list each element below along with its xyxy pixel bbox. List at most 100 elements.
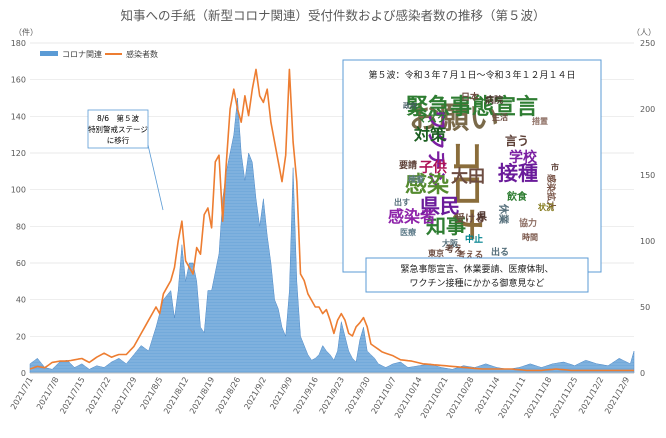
word-cloud-term: 受ける bbox=[455, 212, 485, 225]
x-tick-label: 2021/9/2 bbox=[242, 376, 268, 412]
left-tick-label: 160 bbox=[11, 76, 26, 85]
word-cloud-term: 生活 bbox=[492, 112, 508, 122]
legend: コロナ関連 感染者数 bbox=[40, 49, 158, 59]
word-cloud-term: 措置 bbox=[532, 116, 548, 126]
word-cloud-term: 接種 bbox=[498, 161, 538, 185]
right-tick-label: 0 bbox=[640, 369, 645, 378]
annotation-box: 8/6 第５波 特別警戒ステージ に移行 bbox=[87, 109, 164, 211]
x-tick-label: 2021/10/28 bbox=[445, 376, 476, 420]
word-cloud-term: 中止 bbox=[465, 233, 483, 245]
left-axis-unit: （件） bbox=[14, 27, 38, 37]
word-cloud-term: 感染者 bbox=[388, 207, 436, 226]
series-line bbox=[29, 68, 634, 372]
word-cloud-term: 緊急事態宣言 bbox=[406, 94, 538, 120]
inset-panel: 第５波：令和３年７月１日～令和３年１２月１４日 コロナお願い緊急事態宣言ワクチン… bbox=[342, 59, 602, 293]
x-tick-label: 2021/11/4 bbox=[473, 376, 501, 416]
left-tick-label: 120 bbox=[11, 149, 26, 158]
word-cloud-term: 協力 bbox=[519, 217, 537, 229]
word-cloud-term: ワクチン bbox=[425, 110, 449, 190]
word-cloud-term: 大田 bbox=[451, 166, 485, 187]
consult-count-area bbox=[29, 97, 635, 374]
left-tick-label: 20 bbox=[16, 332, 26, 341]
inset-frame bbox=[342, 59, 602, 273]
legend-swatch-consult bbox=[40, 51, 58, 56]
word-cloud-term: 子供 bbox=[419, 159, 447, 176]
legend-label-infected: 感染者数 bbox=[126, 49, 158, 59]
word-cloud-term: 飲食 bbox=[506, 190, 528, 203]
callout-line-2: ワクチン接種にかかる御意見など bbox=[409, 277, 544, 289]
word-cloud-term: 検査 bbox=[408, 174, 425, 184]
annotation-line-2: 特別警戒ステージ bbox=[88, 124, 148, 134]
x-tick-label: 2021/7/8 bbox=[35, 376, 61, 412]
word-cloud-term: 考え bbox=[445, 243, 463, 255]
word-cloud-term: 政府 bbox=[403, 101, 417, 110]
annotation-line-3: に移行 bbox=[107, 135, 130, 145]
annotation-frame bbox=[87, 109, 149, 149]
word-cloud-term: コロナ bbox=[446, 139, 486, 241]
wave-period-label: 第５波：令和３年７月１日～令和３年１２月１４日 bbox=[368, 69, 575, 81]
word-cloud-term: 県民 bbox=[420, 194, 460, 218]
x-tick-label: 2021/8/12 bbox=[162, 376, 190, 416]
left-tick-label: 40 bbox=[16, 296, 26, 305]
left-tick-label: 100 bbox=[11, 186, 26, 195]
x-tick-label: 2021/9/23 bbox=[318, 376, 346, 416]
word-cloud-term: 大阪 bbox=[442, 238, 459, 248]
word-cloud-term: 医療 bbox=[400, 227, 417, 237]
x-tick-label: 2021/9/16 bbox=[292, 376, 320, 416]
right-y-ticks: 0 50 100 150 200 250 bbox=[640, 39, 655, 378]
word-cloud-term: 対策 bbox=[413, 125, 447, 144]
left-tick-label: 140 bbox=[11, 112, 26, 121]
word-cloud-term: お願い bbox=[409, 101, 499, 136]
annotation-line-1: 8/6 第５波 bbox=[97, 113, 140, 123]
x-tick-label: 2021/10/7 bbox=[370, 376, 398, 416]
word-cloud-term: 言う bbox=[505, 133, 529, 148]
right-tick-label: 250 bbox=[640, 39, 655, 48]
right-tick-label: 100 bbox=[640, 237, 655, 246]
right-tick-label: 200 bbox=[640, 105, 655, 114]
x-tick-label: 2021/7/15 bbox=[58, 376, 86, 416]
x-tick-label: 2021/7/29 bbox=[110, 376, 138, 416]
infected-count-line bbox=[29, 68, 634, 372]
x-tick-label: 2021/12/9 bbox=[603, 376, 631, 416]
left-tick-label: 0 bbox=[21, 369, 26, 378]
word-cloud-term: 東京 bbox=[428, 248, 444, 258]
word-cloud-term: 出る bbox=[491, 246, 509, 258]
x-tick-label: 2021/7/1 bbox=[9, 376, 35, 412]
left-y-ticks: 0 20 40 60 80 100 120 140 160 180 bbox=[11, 39, 26, 378]
word-cloud-term: 日本 bbox=[461, 91, 480, 103]
left-tick-label: 80 bbox=[16, 222, 26, 231]
word-cloud-term: 感染 bbox=[405, 172, 449, 198]
word-cloud-term: 病院 bbox=[485, 94, 503, 106]
x-tick-label: 2021/8/5 bbox=[139, 376, 165, 412]
word-cloud-term: 状況 bbox=[538, 202, 554, 212]
callout-box bbox=[365, 257, 589, 293]
word-cloud-term: 市 bbox=[551, 162, 559, 172]
word-cloud-term: 学校 bbox=[509, 149, 538, 166]
right-tick-label: 150 bbox=[640, 171, 655, 180]
word-cloud-term: 感染拡大 bbox=[545, 174, 557, 210]
word-cloud-term: 県 bbox=[477, 210, 487, 223]
left-tick-label: 180 bbox=[11, 39, 26, 48]
x-tick-label: 2021/12/2 bbox=[577, 376, 605, 416]
x-tick-label: 2021/8/19 bbox=[188, 376, 216, 416]
x-ticks: 2021/7/1 2021/7/82021/7/152021/7/222021/7… bbox=[9, 376, 631, 420]
annotation-leader bbox=[147, 144, 164, 211]
right-axis-unit: （人） bbox=[632, 28, 656, 37]
chart-title: 知事への手紙（新型コロナ関連）受付件数および感染者数の推移（第５波） bbox=[120, 8, 545, 23]
word-cloud-term: 時間 bbox=[522, 232, 538, 242]
callout-line-1: 緊急事態宣言、休業要請、医療体制、 bbox=[400, 263, 553, 275]
word-cloud-term: マスク bbox=[417, 113, 447, 125]
word-cloud-term: 知事 bbox=[426, 214, 466, 238]
left-tick-label: 60 bbox=[16, 259, 26, 268]
x-tick-label: 2021/7/22 bbox=[84, 376, 112, 416]
x-tick-label: 2021/9/30 bbox=[344, 376, 372, 416]
word-cloud-term: 休業 bbox=[497, 203, 510, 225]
word-cloud-term: 出す bbox=[394, 197, 410, 207]
word-cloud-term: 要請 bbox=[399, 159, 417, 171]
x-tick-label: 2021/11/25 bbox=[549, 376, 580, 420]
x-tick-label: 2021/8/26 bbox=[214, 376, 242, 416]
right-tick-label: 50 bbox=[640, 303, 650, 312]
